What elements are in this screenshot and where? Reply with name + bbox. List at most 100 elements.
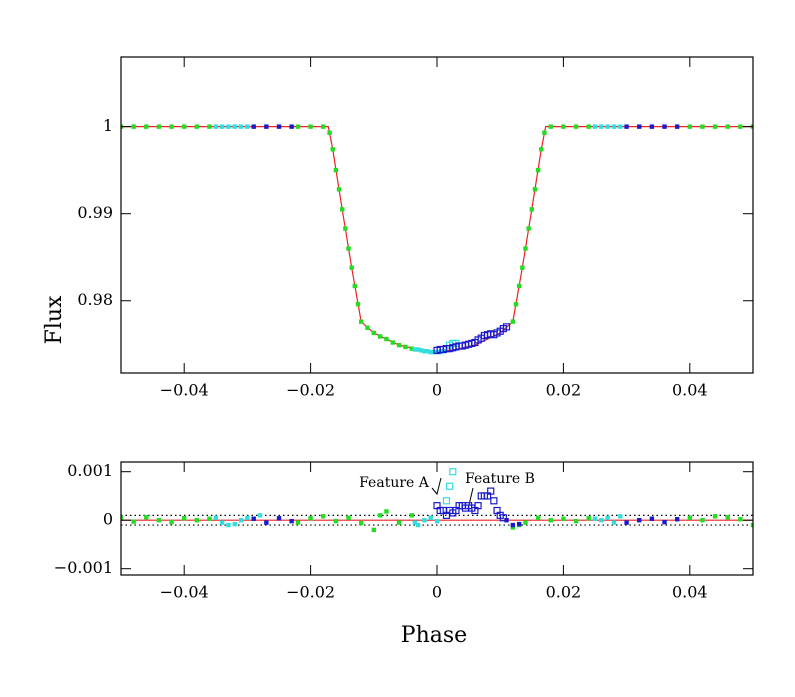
data-point: [321, 124, 326, 129]
x-axis-title: Phase: [401, 623, 467, 648]
data-point: [618, 124, 623, 129]
y-tick-label: 0.99: [77, 203, 113, 222]
y-tick-label: 0: [103, 510, 113, 529]
data-point: [561, 124, 566, 129]
data-point: [687, 515, 692, 520]
data-point: [649, 124, 655, 129]
data-point: [624, 124, 629, 129]
plot-area: [121, 124, 753, 355]
data-point: [349, 265, 354, 270]
data-point: [434, 518, 440, 524]
data-point: [207, 516, 212, 521]
data-point: [346, 246, 351, 251]
data-point: [276, 516, 282, 521]
data-point: [358, 319, 364, 324]
data-point: [419, 348, 424, 353]
data-point: [535, 515, 541, 520]
y-tick-label: 1: [103, 116, 113, 135]
data-point: [276, 124, 282, 129]
data-point: [327, 130, 332, 135]
data-point: [510, 319, 516, 324]
data-point: [605, 124, 610, 129]
data-point: [674, 517, 680, 522]
data-point: [352, 283, 358, 289]
data-point: [257, 513, 263, 518]
data-point: [343, 226, 348, 231]
data-point: [618, 514, 623, 519]
data-point: [510, 525, 516, 530]
data-point: [750, 522, 753, 528]
data-point: [592, 124, 598, 129]
data-point: [513, 302, 519, 307]
data-point: [535, 167, 541, 173]
annotation: Feature A: [359, 475, 430, 491]
x-tick-label: 0.02: [546, 583, 582, 602]
data-point: [264, 124, 269, 129]
data-point: [523, 520, 528, 525]
data-point: [412, 520, 418, 525]
data-point: [539, 147, 544, 152]
data-point: [425, 349, 430, 354]
data-point: [409, 513, 414, 518]
data-point: [510, 522, 516, 528]
x-tick-label: 0: [432, 583, 442, 602]
plot-area: [121, 468, 753, 533]
annotation: Feature B: [465, 471, 535, 487]
data-point: [377, 513, 383, 518]
data-point: [586, 124, 591, 129]
data-point: [213, 124, 218, 129]
data-point: [611, 520, 617, 525]
plot-frame: [120, 56, 754, 374]
data-point: [700, 517, 705, 523]
data-point: [333, 167, 339, 173]
data-point: [144, 515, 149, 520]
data-point: [725, 515, 730, 520]
y-axis-title: Flux: [42, 295, 67, 344]
annotation-arrow: [431, 477, 442, 496]
data-point: [251, 124, 256, 129]
data-point: [415, 522, 421, 528]
data-point: [308, 516, 313, 521]
x-tick-label: 0.02: [546, 381, 582, 400]
data-point: [336, 187, 342, 192]
data-point: [396, 342, 402, 348]
data-point: [415, 347, 421, 352]
data-point: [599, 517, 604, 523]
data-point: [738, 124, 743, 129]
x-tick-label: 0.04: [672, 381, 708, 400]
data-point: [232, 124, 237, 129]
x-tick-label: −0.04: [160, 583, 209, 602]
data-point: [428, 515, 433, 520]
data-point: [340, 207, 345, 212]
data-point: [422, 517, 427, 523]
data-point: [529, 207, 534, 212]
data-point: [542, 130, 547, 135]
data-point: [516, 283, 522, 289]
data-point: [712, 124, 718, 129]
data-point: [384, 509, 389, 514]
data-point: [532, 187, 538, 192]
data-point-open: [442, 497, 451, 505]
data-point-open: [487, 487, 495, 495]
data-point: [561, 516, 566, 521]
data-point: [238, 124, 244, 129]
y-tick-label: 0.001: [67, 461, 113, 480]
data-point: [207, 124, 212, 129]
data-point: [384, 336, 389, 342]
data-point: [516, 521, 522, 527]
data-point: [592, 516, 598, 521]
data-point-open: [446, 482, 454, 490]
data-point: [548, 124, 553, 129]
data-point: [422, 349, 427, 354]
x-tick-label: −0.02: [286, 583, 335, 602]
data-point: [409, 346, 414, 351]
data-point: [586, 516, 591, 521]
data-point: [396, 520, 402, 525]
data-point: [624, 520, 629, 525]
data-point: [226, 522, 231, 528]
data-point: [232, 521, 237, 527]
data-point: [712, 514, 718, 519]
x-tick-label: 0: [432, 381, 442, 400]
